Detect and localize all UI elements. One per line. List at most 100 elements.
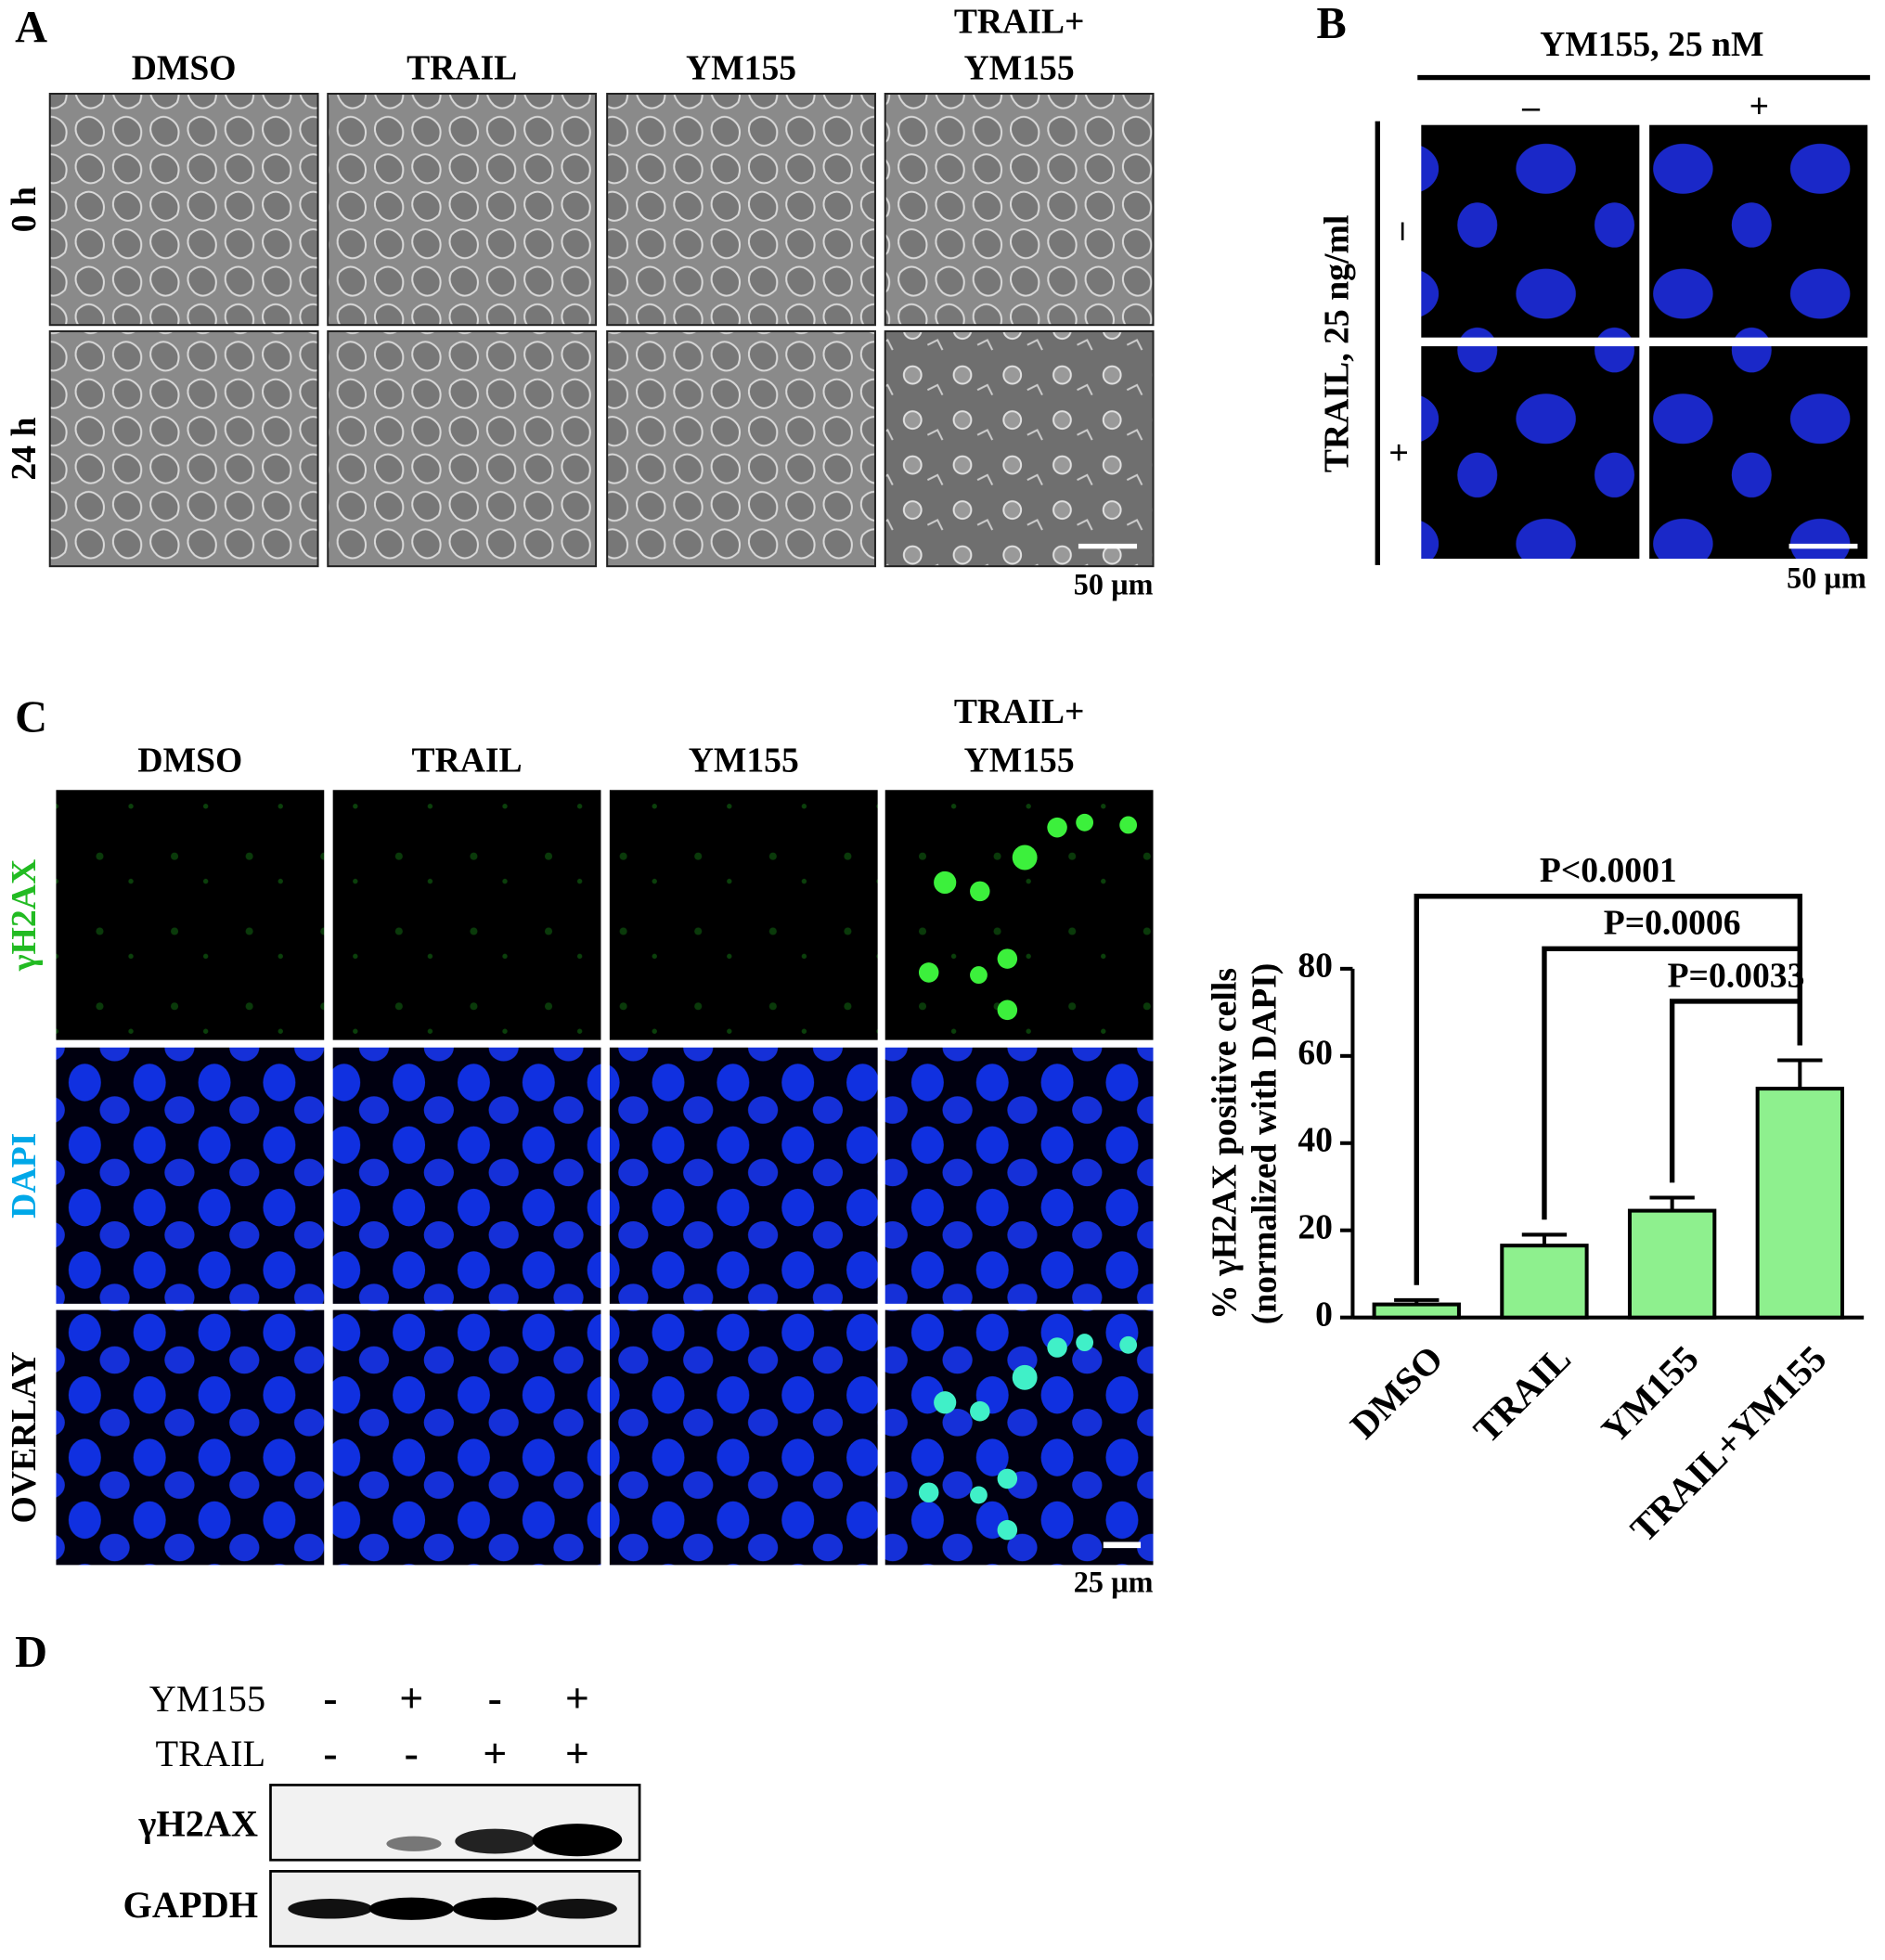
significance-bracket [1542, 946, 1803, 1220]
column-header: YM155 [686, 48, 796, 87]
micrograph [884, 329, 1155, 568]
positive-nucleus [1076, 1334, 1094, 1352]
x-tick-label: YM155 [1594, 1337, 1707, 1451]
bar [1372, 1302, 1461, 1320]
micrograph [606, 93, 876, 327]
treatment-label: TRAIL, 25 ng/ml [1318, 215, 1357, 473]
positive-nucleus [997, 1468, 1018, 1489]
micrograph [48, 329, 319, 568]
positive-nucleus [1047, 1337, 1067, 1358]
band [288, 1899, 373, 1919]
positive-nucleus [997, 1519, 1018, 1541]
condition-label: YM155 [149, 1678, 265, 1720]
band [455, 1828, 536, 1854]
positive-nucleus [970, 1486, 988, 1504]
scale-label: 25 µm [1074, 1565, 1154, 1598]
micrograph [609, 790, 878, 1040]
lane-sign: + [399, 1674, 423, 1721]
panel-label: C [15, 692, 47, 741]
lane-sign: - [323, 1729, 337, 1776]
positive-nucleus [970, 881, 990, 902]
micrograph [327, 329, 598, 568]
lane-sign: - [323, 1674, 337, 1721]
lane-sign: + [565, 1729, 589, 1776]
micrograph [56, 790, 325, 1040]
error-bar [1394, 1297, 1440, 1305]
positive-nucleus [1047, 817, 1067, 838]
micrograph [884, 790, 1154, 1040]
column-header: TRAIL+ [954, 692, 1085, 731]
significance-bracket [1414, 894, 1803, 1285]
micrograph [1421, 346, 1640, 560]
bar-chart: 0 20 40 60 80 % γH2AX positive cells (normaliz… [1206, 851, 1865, 1550]
bar [1755, 1087, 1845, 1320]
significance-bracket [1669, 999, 1803, 1183]
column-label: + [1749, 87, 1769, 126]
error-bar [1521, 1232, 1568, 1246]
p-value: P=0.0033 [1668, 956, 1805, 995]
band [532, 1824, 623, 1857]
micrograph [56, 1309, 325, 1566]
panel-label: D [15, 1628, 47, 1677]
row-label: – [1380, 222, 1419, 241]
positive-nucleus [1119, 1335, 1138, 1354]
x-tick-label: DMSO [1342, 1337, 1451, 1447]
y-tick-label: 40 [1298, 1120, 1333, 1159]
positive-nucleus [1076, 813, 1094, 832]
micrograph [56, 1047, 325, 1304]
scale-label: 50 µm [1787, 561, 1866, 595]
column-label: – [1521, 87, 1541, 126]
micrograph [884, 93, 1155, 327]
y-tick-label: 80 [1298, 946, 1333, 985]
column-header: TRAIL [407, 48, 517, 87]
positive-nucleus [970, 966, 988, 985]
micrograph [609, 1309, 878, 1566]
positive-nucleus [997, 948, 1018, 969]
band [536, 1899, 617, 1919]
bar [1627, 1208, 1717, 1320]
y-axis-label: % γH2AX positive cells [1206, 968, 1245, 1320]
blot-label: GAPDH [123, 1884, 258, 1926]
positive-nucleus [1012, 1364, 1038, 1390]
column-header: YM155 [964, 741, 1075, 780]
band [368, 1897, 454, 1920]
row-label: γH2AX [5, 859, 44, 972]
band [452, 1897, 537, 1920]
micrograph [332, 1309, 601, 1566]
column-header: DMSO [137, 741, 242, 780]
panel-label: B [1316, 0, 1346, 48]
lane-sign: - [405, 1729, 419, 1776]
positive-nucleus [970, 1400, 990, 1422]
column-header: YM155 [689, 741, 799, 780]
blot-label: γH2AX [138, 1802, 259, 1844]
column-header: YM155 [964, 48, 1075, 87]
scale-label: 50 µm [1074, 567, 1154, 600]
column-header: TRAIL+ [954, 3, 1085, 42]
column-header: DMSO [132, 48, 237, 87]
micrograph [1421, 124, 1640, 338]
row-label: + [1380, 443, 1419, 462]
micrograph [48, 93, 319, 327]
positive-nucleus [918, 962, 939, 983]
positive-nucleus [1119, 816, 1138, 834]
micrograph [606, 329, 876, 568]
panel-c: C DMSO TRAIL YM155 TRAIL+ YM155 γH2AX DAPI OVERL… [5, 692, 1153, 1598]
row-label: 24 h [5, 417, 44, 480]
micrograph [609, 1047, 878, 1304]
y-tick-label: 60 [1298, 1033, 1333, 1072]
positive-nucleus [918, 1482, 939, 1503]
column-header: TRAIL [411, 741, 522, 780]
y-tick-label: 20 [1298, 1207, 1333, 1246]
p-value: P<0.0001 [1540, 851, 1677, 890]
p-value: P=0.0006 [1604, 904, 1741, 943]
panel-b: B YM155, 25 nM TRAIL, 25 ng/ml – + – +50 µm [1316, 0, 1870, 595]
positive-nucleus [934, 870, 957, 895]
panel-d: D YM155 - + - + TRAIL - - + + γH2AX GAPDH [15, 1628, 641, 1948]
row-label: OVERLAY [5, 1351, 44, 1523]
lane-sign: + [483, 1729, 507, 1776]
row-label: DAPI [5, 1133, 44, 1219]
micrograph [1649, 124, 1868, 338]
error-bar [1649, 1195, 1695, 1211]
y-tick-label: 0 [1315, 1295, 1333, 1334]
